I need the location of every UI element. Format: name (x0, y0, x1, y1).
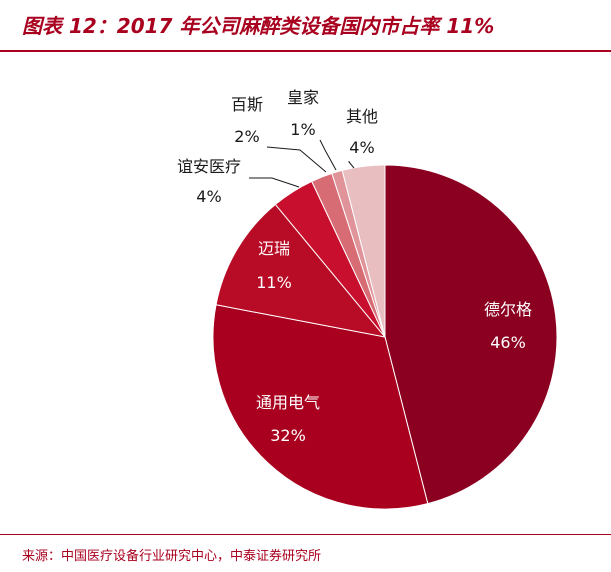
pie-slice-7 (341, 164, 386, 338)
source-note: 来源：中国医疗设备行业研究中心，中泰证券研究所 (22, 549, 322, 564)
slice-value-label: 4% (349, 138, 374, 157)
leader-lines (249, 139, 355, 188)
slice-name-label: 谊安医疗 (177, 157, 241, 176)
slice-name-label: 皇家 (287, 88, 319, 107)
pie-slice-2 (212, 304, 429, 510)
slice-value-label: 2% (234, 127, 259, 146)
pie-slice-3 (215, 203, 387, 338)
slice-value-label: 4% (196, 187, 221, 206)
slice-value-label: 1% (290, 120, 315, 139)
slice-name-label: 其他 (346, 107, 378, 126)
pie-slices (212, 164, 558, 510)
slice-name-label: 迈瑞 (258, 239, 290, 258)
pie-slice-1 (384, 164, 558, 505)
slice-value-label: 46% (490, 333, 526, 352)
leader-line (249, 177, 300, 188)
page-title: 图表 12：2017 年公司麻醉类设备国内市占率 11% (22, 14, 495, 38)
pie-labels: 德尔格 46% 通用电气 32% 迈瑞 11% 谊安医疗 4% 百斯 2% 皇家 1% 其他 4% (177, 88, 532, 445)
leader-line (347, 161, 355, 169)
leader-line (266, 146, 327, 173)
slice-name-label: 德尔格 (484, 300, 532, 319)
source-divider (0, 534, 611, 535)
slice-value-label: 11% (256, 273, 292, 292)
slice-value-label: 32% (270, 426, 306, 445)
slice-name-label: 百斯 (231, 95, 263, 114)
title-divider (0, 50, 611, 52)
leader-line (319, 139, 337, 171)
slice-name-label: 通用电气 (256, 393, 320, 412)
